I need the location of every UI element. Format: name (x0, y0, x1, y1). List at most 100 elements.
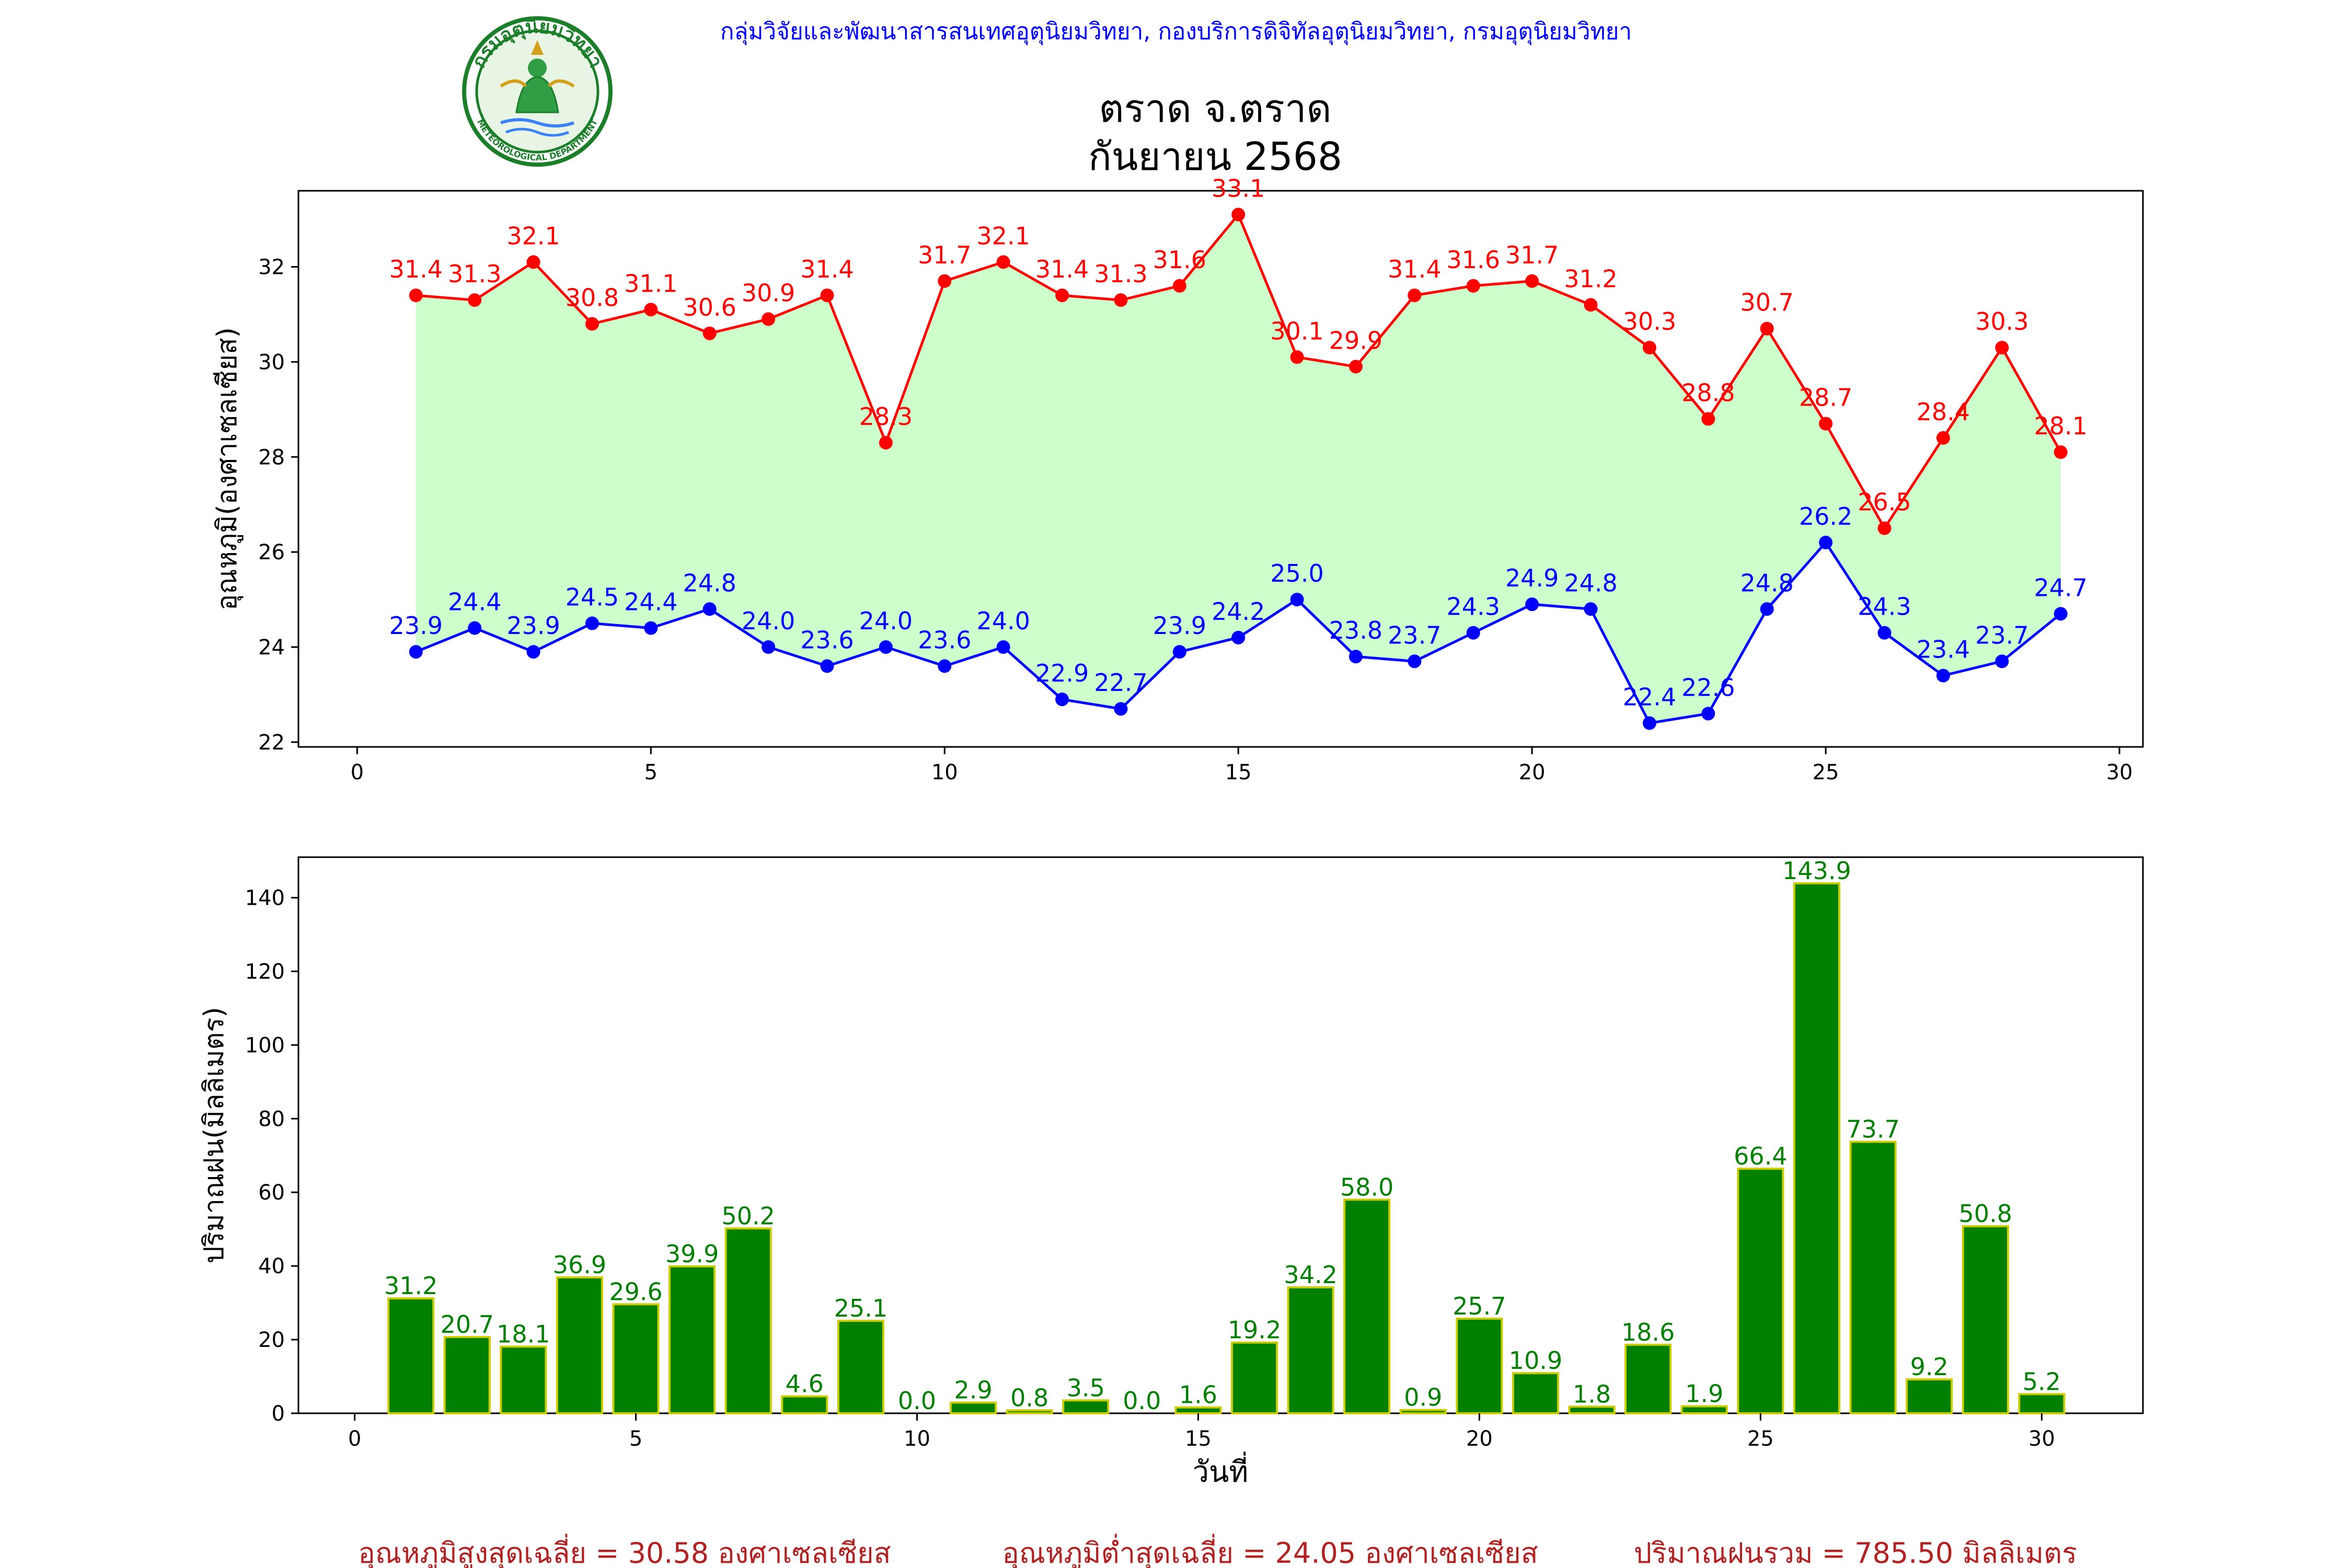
max-temperature-label: 30.6 (683, 293, 736, 321)
max-temperature-label: 28.1 (2034, 412, 2087, 440)
min-temperature-point (1408, 654, 1422, 668)
rainfall-bar (668, 1265, 716, 1414)
max-temperature-point (1936, 431, 1950, 445)
max-temperature-label: 30.7 (1740, 289, 1794, 317)
min-temperature-label: 24.3 (1858, 593, 1911, 621)
temperature-fill-area (416, 214, 2061, 723)
min-temperature-point (996, 640, 1010, 654)
rainfall-bar (387, 1297, 435, 1414)
min-temperature-label: 24.0 (742, 607, 795, 635)
max-temp-average: อุณหภูมิสูงสุดเฉลี่ย = 30.58 องศาเซลเซีย… (358, 1534, 891, 1568)
max-temperature-label: 32.1 (976, 222, 1030, 250)
min-temperature-point (1584, 602, 1598, 616)
rainfall-bar (1062, 1399, 1110, 1414)
rainfall-bar (1343, 1198, 1391, 1415)
y-tick-label: 80 (258, 1107, 285, 1131)
max-temperature-point (1114, 293, 1128, 307)
rainfall-label: 10.9 (1509, 1346, 1562, 1375)
min-temperature-label: 24.5 (566, 583, 619, 612)
rainfall-data-labels: 31.220.7 18.1 36.929.639.950.2 4.6 25.1 0.0 2.… (384, 857, 2061, 1415)
min-temperature-point (820, 659, 834, 673)
meteorological-department-seal: กรมอุตุนิยมวิทยา METEOROLOGICAL DEPARTME… (462, 16, 613, 167)
rainfall-label: 25.7 (1452, 1292, 1506, 1320)
min-temperature-point (2054, 607, 2068, 621)
max-temperature-point (938, 274, 952, 288)
min-temperature-label: 23.9 (389, 612, 443, 640)
rainfall-label: 2.9 (954, 1376, 993, 1404)
max-temperature-label: 31.2 (1564, 264, 1617, 293)
rainfall-label: 1.6 (1179, 1381, 1217, 1409)
max-temperature-label: 31.4 (1388, 255, 1441, 283)
rainfall-label: 18.1 (497, 1320, 550, 1348)
rainfall-bar (1737, 1168, 1784, 1414)
x-tick-label: 5 (644, 760, 658, 785)
min-temperature-point (468, 621, 482, 635)
max-temperature-label: 31.7 (918, 241, 971, 269)
max-temperature-label: 30.8 (566, 284, 619, 312)
rainfall-bar (1962, 1225, 2009, 1414)
y-tick-label: 26 (258, 540, 285, 564)
temperature-range-fill (416, 214, 2061, 723)
min-temperature-point (1642, 716, 1656, 730)
min-temperature-label: 23.6 (800, 626, 854, 654)
max-temperature-label: 28.3 (859, 402, 913, 431)
y-tick-label: 120 (245, 960, 285, 984)
rainfall-label: 34.2 (1284, 1261, 1337, 1289)
min-temperature-point (879, 640, 893, 654)
min-temperature-label: 23.9 (506, 612, 560, 640)
y-tick-label: 32 (258, 256, 285, 280)
rainfall-label: 0.8 (1010, 1383, 1048, 1412)
max-temperature-point (1408, 289, 1422, 303)
temperature-points (409, 207, 2068, 730)
max-temperature-point (1348, 360, 1363, 374)
min-temperature-label: 23.8 (1329, 616, 1382, 644)
min-temperature-point (585, 616, 599, 630)
rainfall-label: 25.1 (834, 1294, 887, 1322)
max-temperature-label: 31.4 (389, 255, 443, 283)
max-temperature-point (1584, 298, 1598, 312)
rainfall-label: 3.5 (1067, 1374, 1105, 1402)
max-temperature-label: 30.9 (742, 279, 795, 307)
rainfall-bar (443, 1336, 491, 1414)
max-temperature-label: 31.3 (1094, 260, 1147, 288)
x-tick-label: 5 (629, 1427, 642, 1451)
max-temperature-label: 31.4 (1035, 255, 1089, 283)
rainfall-label: 1.9 (1685, 1380, 1723, 1408)
min-temperature-label: 24.0 (976, 607, 1030, 635)
rainfall-bar (1456, 1317, 1503, 1415)
max-temperature-point (1642, 341, 1656, 355)
min-temperature-point (1114, 702, 1128, 716)
min-temperature-label: 22.9 (1035, 659, 1089, 687)
max-temperature-point (1760, 321, 1774, 336)
max-temperature-label: 28.8 (1681, 379, 1735, 407)
organization-text: กลุ่มวิจัยและพัฒนาสารสนเทศอุตุนิยมวิทยา,… (720, 18, 1632, 45)
min-temperature-point (1701, 707, 1715, 721)
rainfall-bar (500, 1345, 547, 1415)
y-tick-label: 140 (245, 886, 285, 910)
max-temperature-point (1290, 350, 1304, 364)
rainfall-bar (950, 1401, 997, 1415)
min-temp-average: อุณหภูมิต่ำสุดเฉลี่ย = 24.05 องศาเซลเซีย… (1002, 1534, 1538, 1568)
max-temperature-label: 31.4 (800, 255, 854, 283)
min-temperature-point (526, 645, 540, 659)
x-tick-label: 30 (2106, 760, 2133, 785)
min-temperature-point (1819, 535, 1833, 549)
max-temperature-point (762, 312, 776, 326)
y-tick-label: 100 (245, 1033, 285, 1057)
max-temperature-point (1701, 412, 1715, 426)
min-temperature-point (1466, 626, 1480, 640)
max-temperature-point (409, 289, 423, 303)
rainfall-label: 36.9 (553, 1251, 606, 1279)
y-tick-label: 0 (272, 1402, 285, 1426)
min-temperature-label: 24.3 (1447, 593, 1500, 621)
rainfall-bar (1006, 1409, 1053, 1414)
min-temperature-label: 24.4 (624, 588, 677, 616)
min-temperature-point (938, 659, 952, 673)
max-temperature-point (1231, 207, 1246, 222)
max-temperature-label: 29.9 (1329, 326, 1382, 354)
max-temperature-point (996, 255, 1010, 269)
rainfall-label: 20.7 (441, 1310, 494, 1339)
x-tick-label: 10 (931, 760, 958, 785)
min-temperature-label: 24.2 (1212, 597, 1265, 626)
